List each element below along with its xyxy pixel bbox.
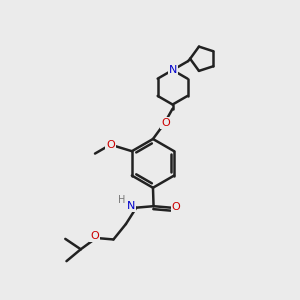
Text: O: O (90, 231, 99, 241)
Text: N: N (168, 65, 177, 75)
Text: O: O (161, 118, 170, 128)
Text: O: O (106, 140, 115, 150)
Text: O: O (172, 202, 181, 212)
Text: N: N (127, 201, 135, 211)
Text: H: H (118, 195, 125, 205)
